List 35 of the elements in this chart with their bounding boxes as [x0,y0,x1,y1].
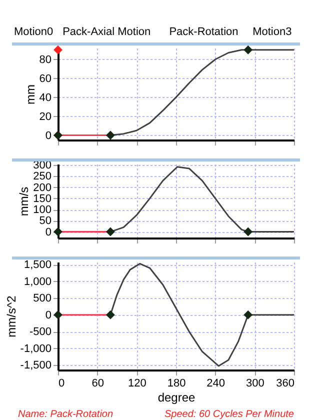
y-tick-label: 1,000 [24,276,52,288]
y-tick-label: -500 [29,326,52,338]
y-tick-label: 80 [39,54,52,66]
y-tick-label: 150 [33,192,52,205]
y-tick-label: 60 [39,72,52,85]
text: Motion0 [14,26,54,38]
y-tick-label: 500 [33,292,52,305]
y-axis-title: mm [23,84,38,104]
y-axis-title: mm/s^2 [4,295,18,338]
x-tick-label: 300 [246,378,264,390]
y-tick-label: -1,500 [20,359,52,372]
text: Pack-Axial Motion [62,26,151,38]
y-tick-label: -1,000 [20,342,52,355]
x-tick-label: 240 [206,378,226,390]
y-tick-label: 200 [33,182,52,194]
y-tick-label: 250 [33,170,52,183]
text: Speed: 60 Cycles Per Minute [164,409,294,420]
x-tick-label: 180 [167,378,186,390]
y-tick-label: 20 [39,110,52,123]
y-axis-title: mm/s [17,186,32,216]
y-tick-label: 0 [45,226,52,238]
x-axis-title: degree [158,390,196,404]
x-tick-label: 120 [128,378,146,390]
y-tick-label: 40 [39,92,52,104]
x-tick-label: 0 [58,378,65,390]
y-tick-label: 0 [45,309,52,322]
text: Motion3 [252,26,292,38]
text: Name: Pack-Rotation [18,409,114,420]
x-tick-label: 360 [276,378,294,390]
text: Pack-Rotation [169,26,238,38]
x-tick-label: 60 [92,378,104,390]
y-tick-label: 0 [45,130,52,142]
y-tick-label: 100 [33,204,52,216]
y-tick-label: 1,500 [24,259,52,272]
y-tick-label: 50 [39,215,52,228]
